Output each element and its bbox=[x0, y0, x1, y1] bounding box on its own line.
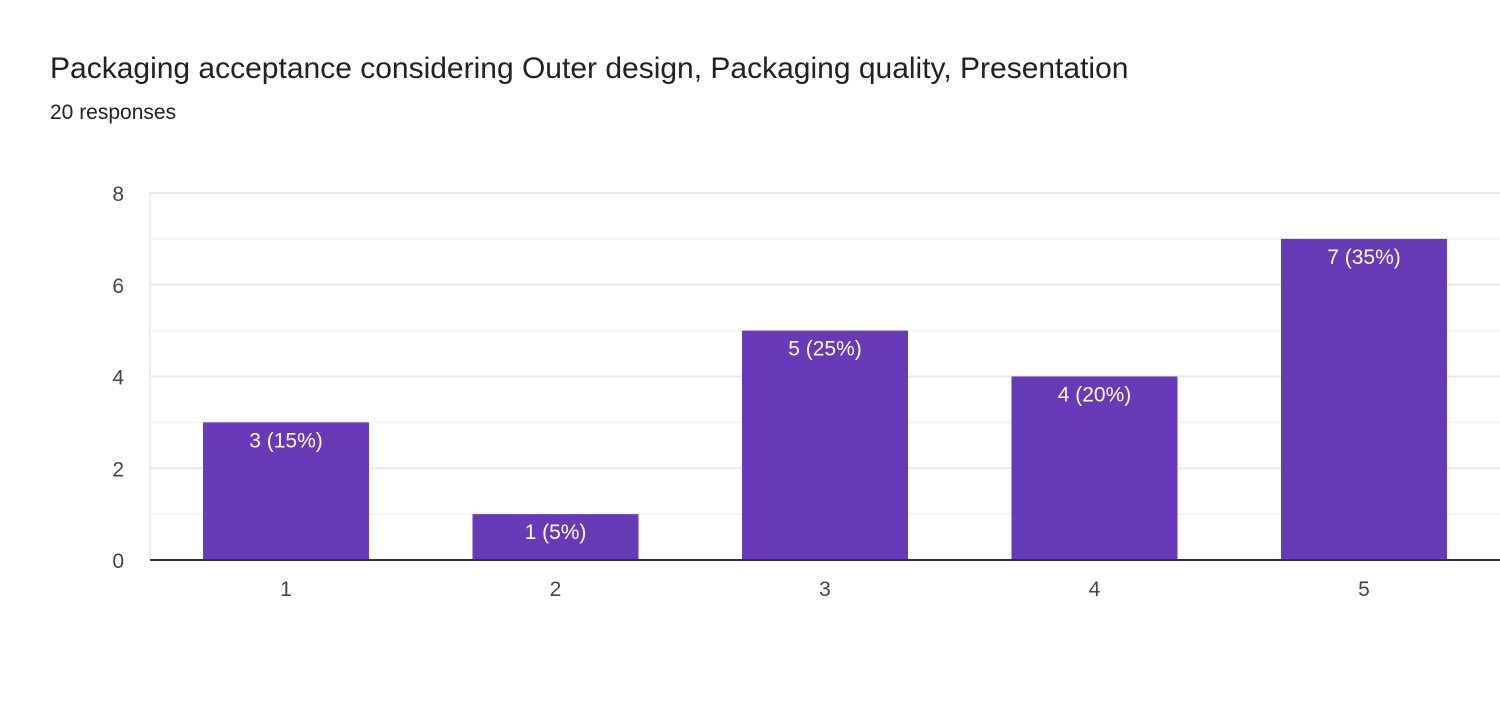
y-tick-label: 0 bbox=[112, 550, 124, 573]
data-label: 7 (35%) bbox=[1327, 246, 1401, 269]
y-tick-label: 2 bbox=[112, 458, 124, 481]
bar-1[interactable] bbox=[203, 422, 369, 560]
bars bbox=[203, 238, 1447, 561]
y-tick-label: 8 bbox=[112, 183, 124, 206]
bar-4[interactable] bbox=[1011, 376, 1178, 561]
bar-2[interactable] bbox=[472, 514, 639, 560]
x-tick-label: 4 bbox=[1089, 578, 1101, 601]
bar-5[interactable] bbox=[1281, 238, 1447, 560]
x-tick-label: 2 bbox=[550, 578, 562, 601]
data-label: 5 (25%) bbox=[788, 338, 862, 361]
data-label: 1 (5%) bbox=[525, 521, 587, 544]
bar-3[interactable] bbox=[742, 330, 908, 560]
y-axis-ticks: 0 2 4 6 8 bbox=[112, 183, 124, 573]
x-tick-label: 5 bbox=[1358, 578, 1370, 601]
x-tick-label: 3 bbox=[819, 578, 831, 601]
response-count: 20 responses bbox=[50, 101, 177, 124]
x-tick-label: 1 bbox=[280, 578, 292, 601]
data-labels: 3 (15%) 1 (5%) 5 (25%) 4 (20%) 7 (35%) bbox=[249, 246, 1401, 544]
chart-title: Packaging acceptance considering Outer d… bbox=[50, 52, 1129, 85]
data-label: 4 (20%) bbox=[1058, 384, 1132, 407]
data-label: 3 (15%) bbox=[249, 429, 323, 452]
y-tick-label: 6 bbox=[112, 275, 124, 298]
x-axis-ticks: 1 2 3 4 5 bbox=[280, 578, 1370, 601]
y-tick-label: 4 bbox=[112, 367, 124, 390]
